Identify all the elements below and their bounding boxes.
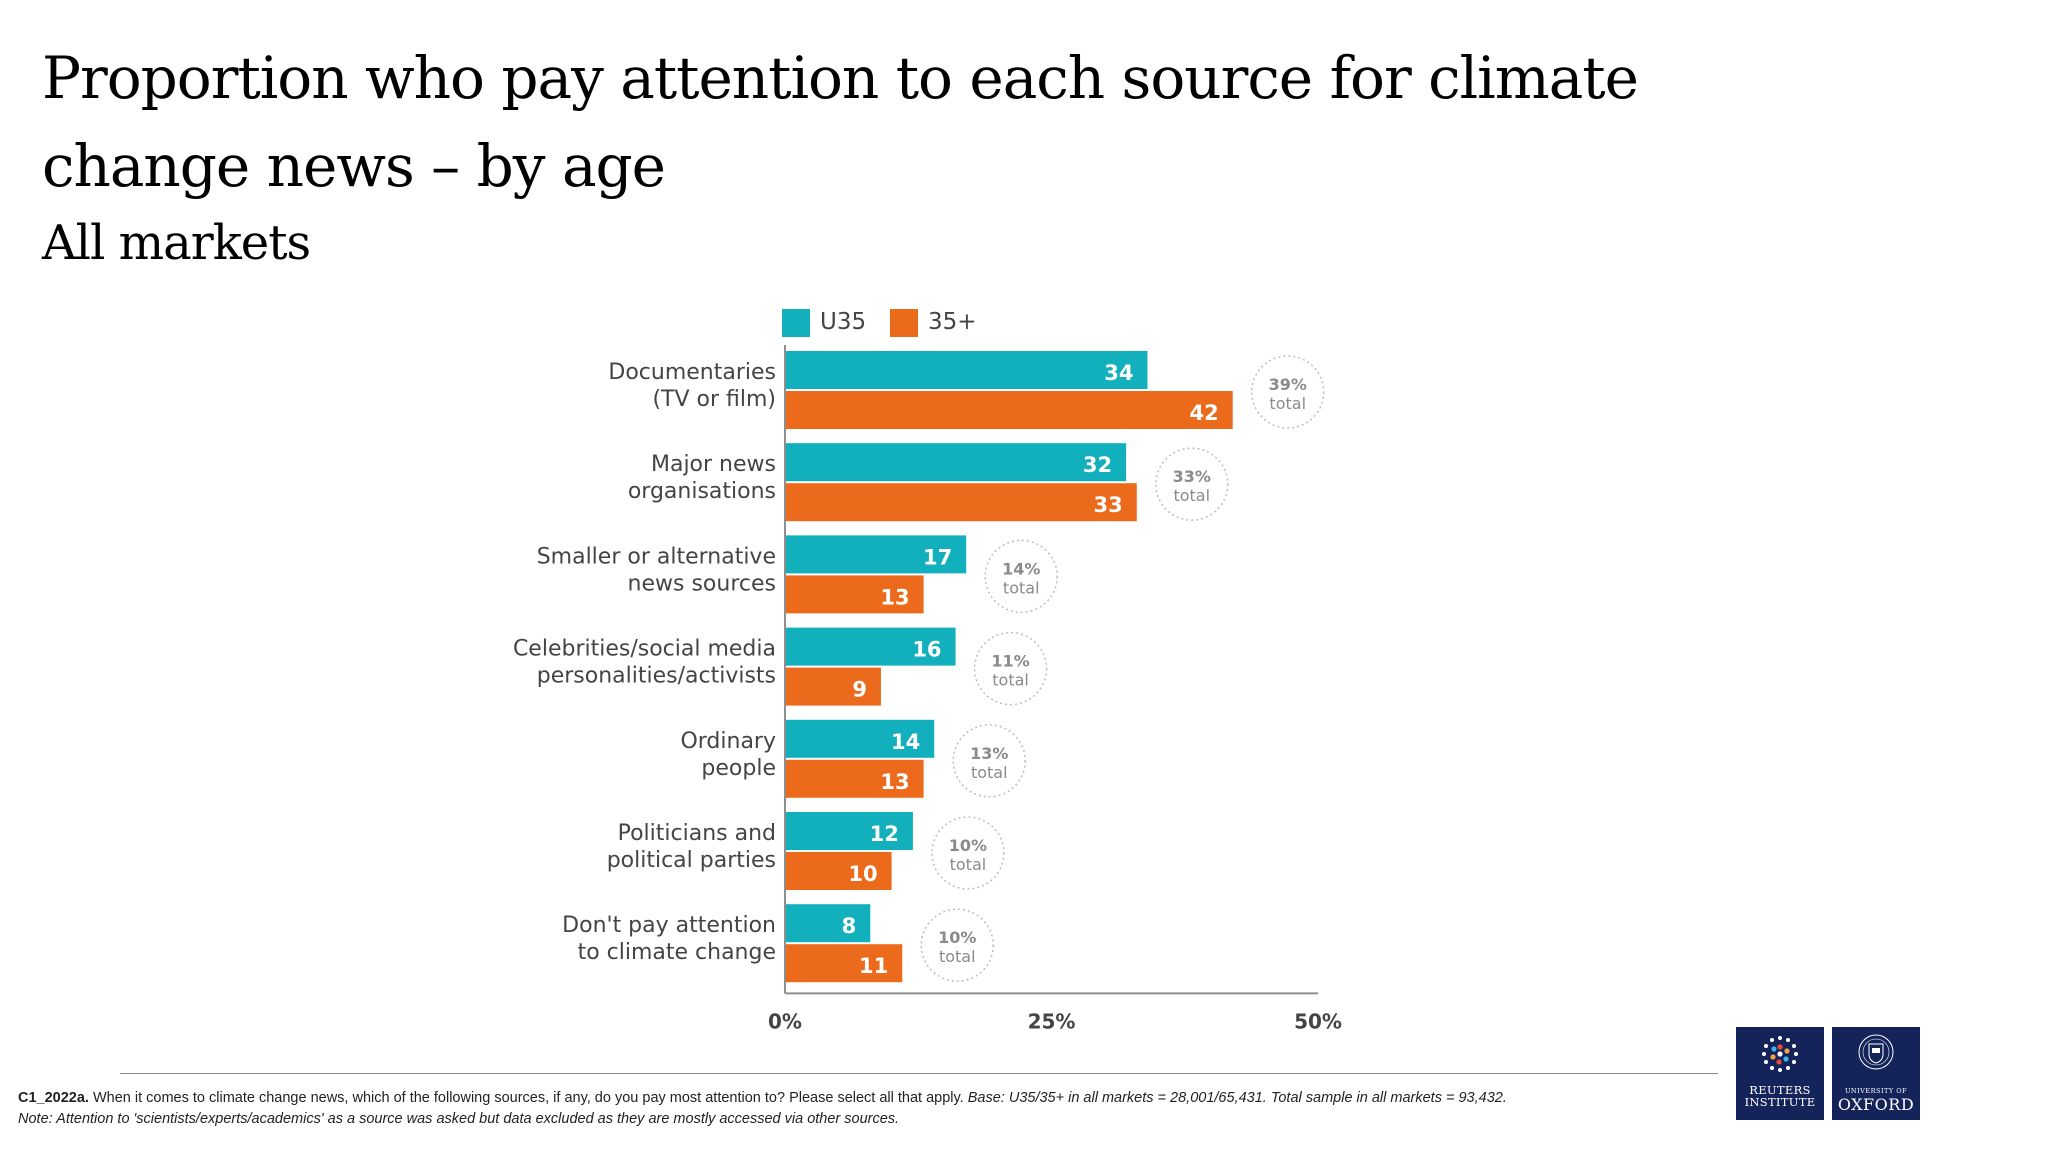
total-percent: 10% <box>949 836 987 855</box>
category-label: Documentaries <box>608 360 776 385</box>
bar-u35 <box>785 719 935 758</box>
total-word: total <box>971 763 1008 782</box>
total-ring <box>984 539 1058 614</box>
page-subtitle: All markets <box>42 215 311 271</box>
total-percent: 33% <box>1173 467 1211 486</box>
data-label: 32 <box>1083 453 1112 477</box>
footer-note: C1_2022a. When it comes to climate chang… <box>18 1088 1718 1130</box>
total-word: total <box>1003 578 1040 597</box>
data-label: 8 <box>842 914 857 938</box>
category-label: political parties <box>607 848 776 873</box>
total-ring <box>1250 355 1325 429</box>
total-ring <box>931 816 1005 890</box>
bar-35plus <box>785 667 881 706</box>
total-ring <box>973 631 1048 706</box>
reuters-logo-text: REUTERS INSTITUTE <box>1744 1083 1816 1109</box>
footer-code: C1_2022a. <box>18 1090 89 1106</box>
bar-u35 <box>785 904 871 943</box>
category-label: Ordinary <box>680 729 776 754</box>
category-label: news sources <box>628 571 776 596</box>
data-label: 11 <box>859 954 888 978</box>
category-label: Smaller or alternative <box>537 544 776 569</box>
data-label: 34 <box>1104 361 1133 385</box>
legend-label-u35: U35 <box>820 309 867 335</box>
total-word: total <box>992 671 1029 690</box>
bar-u35 <box>785 443 1127 482</box>
total-percent: 14% <box>1002 559 1040 578</box>
total-word: total <box>939 947 976 966</box>
oxford-crest-icon <box>1858 1034 1894 1070</box>
data-label: 13 <box>880 770 909 794</box>
category-label: people <box>701 756 776 781</box>
data-label: 17 <box>923 545 952 569</box>
category-label: Don't pay attention <box>562 913 776 938</box>
page-title: Proportion who pay attention to each sou… <box>42 44 1639 200</box>
bar-u35 <box>785 535 967 574</box>
footer-question: When it comes to climate change news, wh… <box>88 1090 968 1106</box>
bar-35plus <box>785 944 903 983</box>
data-label: 14 <box>891 730 920 754</box>
footer-base: Base: U35/35+ in all markets = 28,001/65… <box>967 1090 1507 1106</box>
bar-35plus <box>785 852 892 890</box>
total-word: total <box>950 855 987 874</box>
data-label: 9 <box>852 678 867 702</box>
data-label: 10 <box>848 862 877 886</box>
total-percent: 10% <box>938 928 976 947</box>
x-tick-label: 50% <box>1294 1009 1342 1033</box>
category-label: Major news <box>651 452 776 477</box>
data-label: 12 <box>870 822 899 846</box>
bar-35plus <box>785 575 924 614</box>
total-ring <box>952 724 1026 798</box>
legend-swatch-35plus <box>890 309 918 337</box>
total-word: total <box>1269 394 1306 413</box>
reuters-dots-icon <box>1762 1036 1798 1072</box>
bar-chart: Documentaries(TV or film)344239%totalMaj… <box>513 345 1342 1033</box>
bar-u35 <box>785 351 1148 389</box>
data-label: 16 <box>912 638 941 662</box>
total-ring <box>920 908 995 982</box>
data-label: 42 <box>1189 401 1218 425</box>
total-percent: 13% <box>970 744 1008 763</box>
data-label: 13 <box>880 585 909 609</box>
category-label: Politicians and <box>618 821 776 846</box>
bar-u35 <box>785 812 913 850</box>
category-label: organisations <box>628 479 776 504</box>
total-word: total <box>1173 486 1210 505</box>
legend-label-35plus: 35+ <box>928 309 977 335</box>
oxford-university-logo: UNIVERSITY OF OXFORD <box>1832 1027 1920 1120</box>
category-label: personalities/activists <box>537 664 776 689</box>
bar-u35 <box>785 627 956 666</box>
category-label: Celebrities/social media <box>513 637 776 662</box>
oxford-logo-text: OXFORD <box>1837 1095 1915 1114</box>
legend-swatch-u35 <box>782 309 810 337</box>
category-label: (TV or film) <box>652 387 776 412</box>
footer-methodology-note: Note: Attention to 'scientists/experts/a… <box>18 1111 900 1127</box>
oxford-logo-small-text: UNIVERSITY OF <box>1844 1087 1908 1095</box>
category-label: to climate change <box>578 940 776 965</box>
total-ring <box>1155 447 1229 521</box>
bar-35plus <box>785 483 1137 522</box>
x-tick-label: 0% <box>768 1009 802 1033</box>
x-tick-label: 25% <box>1028 1009 1076 1033</box>
bar-35plus <box>785 391 1233 429</box>
total-percent: 39% <box>1269 375 1307 394</box>
data-label: 33 <box>1094 493 1123 517</box>
footer-divider <box>120 1073 1718 1074</box>
total-percent: 11% <box>991 652 1029 671</box>
reuters-institute-logo: REUTERS INSTITUTE <box>1736 1027 1824 1120</box>
bar-35plus <box>785 759 924 798</box>
